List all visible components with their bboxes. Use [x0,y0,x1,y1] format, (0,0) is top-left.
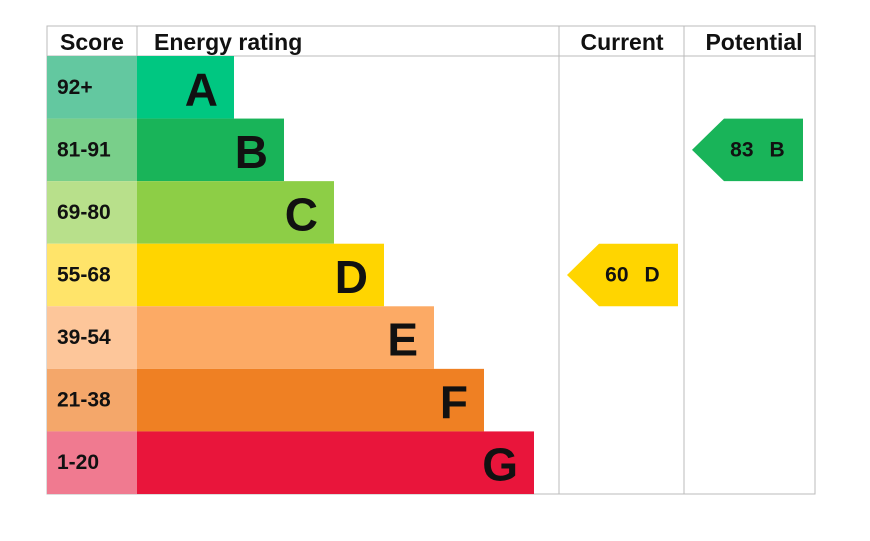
current-letter: D [645,263,660,286]
potential-value: 83 [730,138,753,161]
header-score: Score [60,29,124,55]
rating-letter: B [235,126,268,178]
rating-letter: D [335,251,368,303]
rating-letter: C [285,188,318,240]
header-potential: Potential [705,29,802,55]
score-cell [47,306,137,369]
score-label: 1-20 [57,451,99,474]
score-label: 81-91 [57,138,111,161]
potential-letter: B [770,138,785,161]
rating-bar [137,243,384,307]
potential-arrow [692,118,803,182]
rating-letter: A [185,63,218,115]
current-value: 60 [605,263,628,286]
score-cell [47,56,137,119]
rating-bar [137,306,434,369]
header-current: Current [580,29,663,55]
score-cell [47,431,137,494]
rating-letter: E [387,314,418,366]
rating-bar [137,368,484,432]
current-arrow [567,243,678,307]
rating-bar [137,56,234,119]
score-label: 55-68 [57,263,111,286]
rating-letter: F [440,376,468,428]
score-cell [47,181,137,244]
header-rating: Energy rating [154,29,302,55]
score-label: 21-38 [57,389,111,412]
score-label: 69-80 [57,201,111,224]
score-cell [47,243,137,307]
rating-bar [137,181,334,244]
score-label: 39-54 [57,326,111,349]
score-cell [47,118,137,182]
rating-letter: G [482,439,518,491]
rating-bar [137,118,284,182]
score-label: 92+ [57,76,93,99]
rating-bar [137,431,534,494]
score-cell [47,368,137,432]
